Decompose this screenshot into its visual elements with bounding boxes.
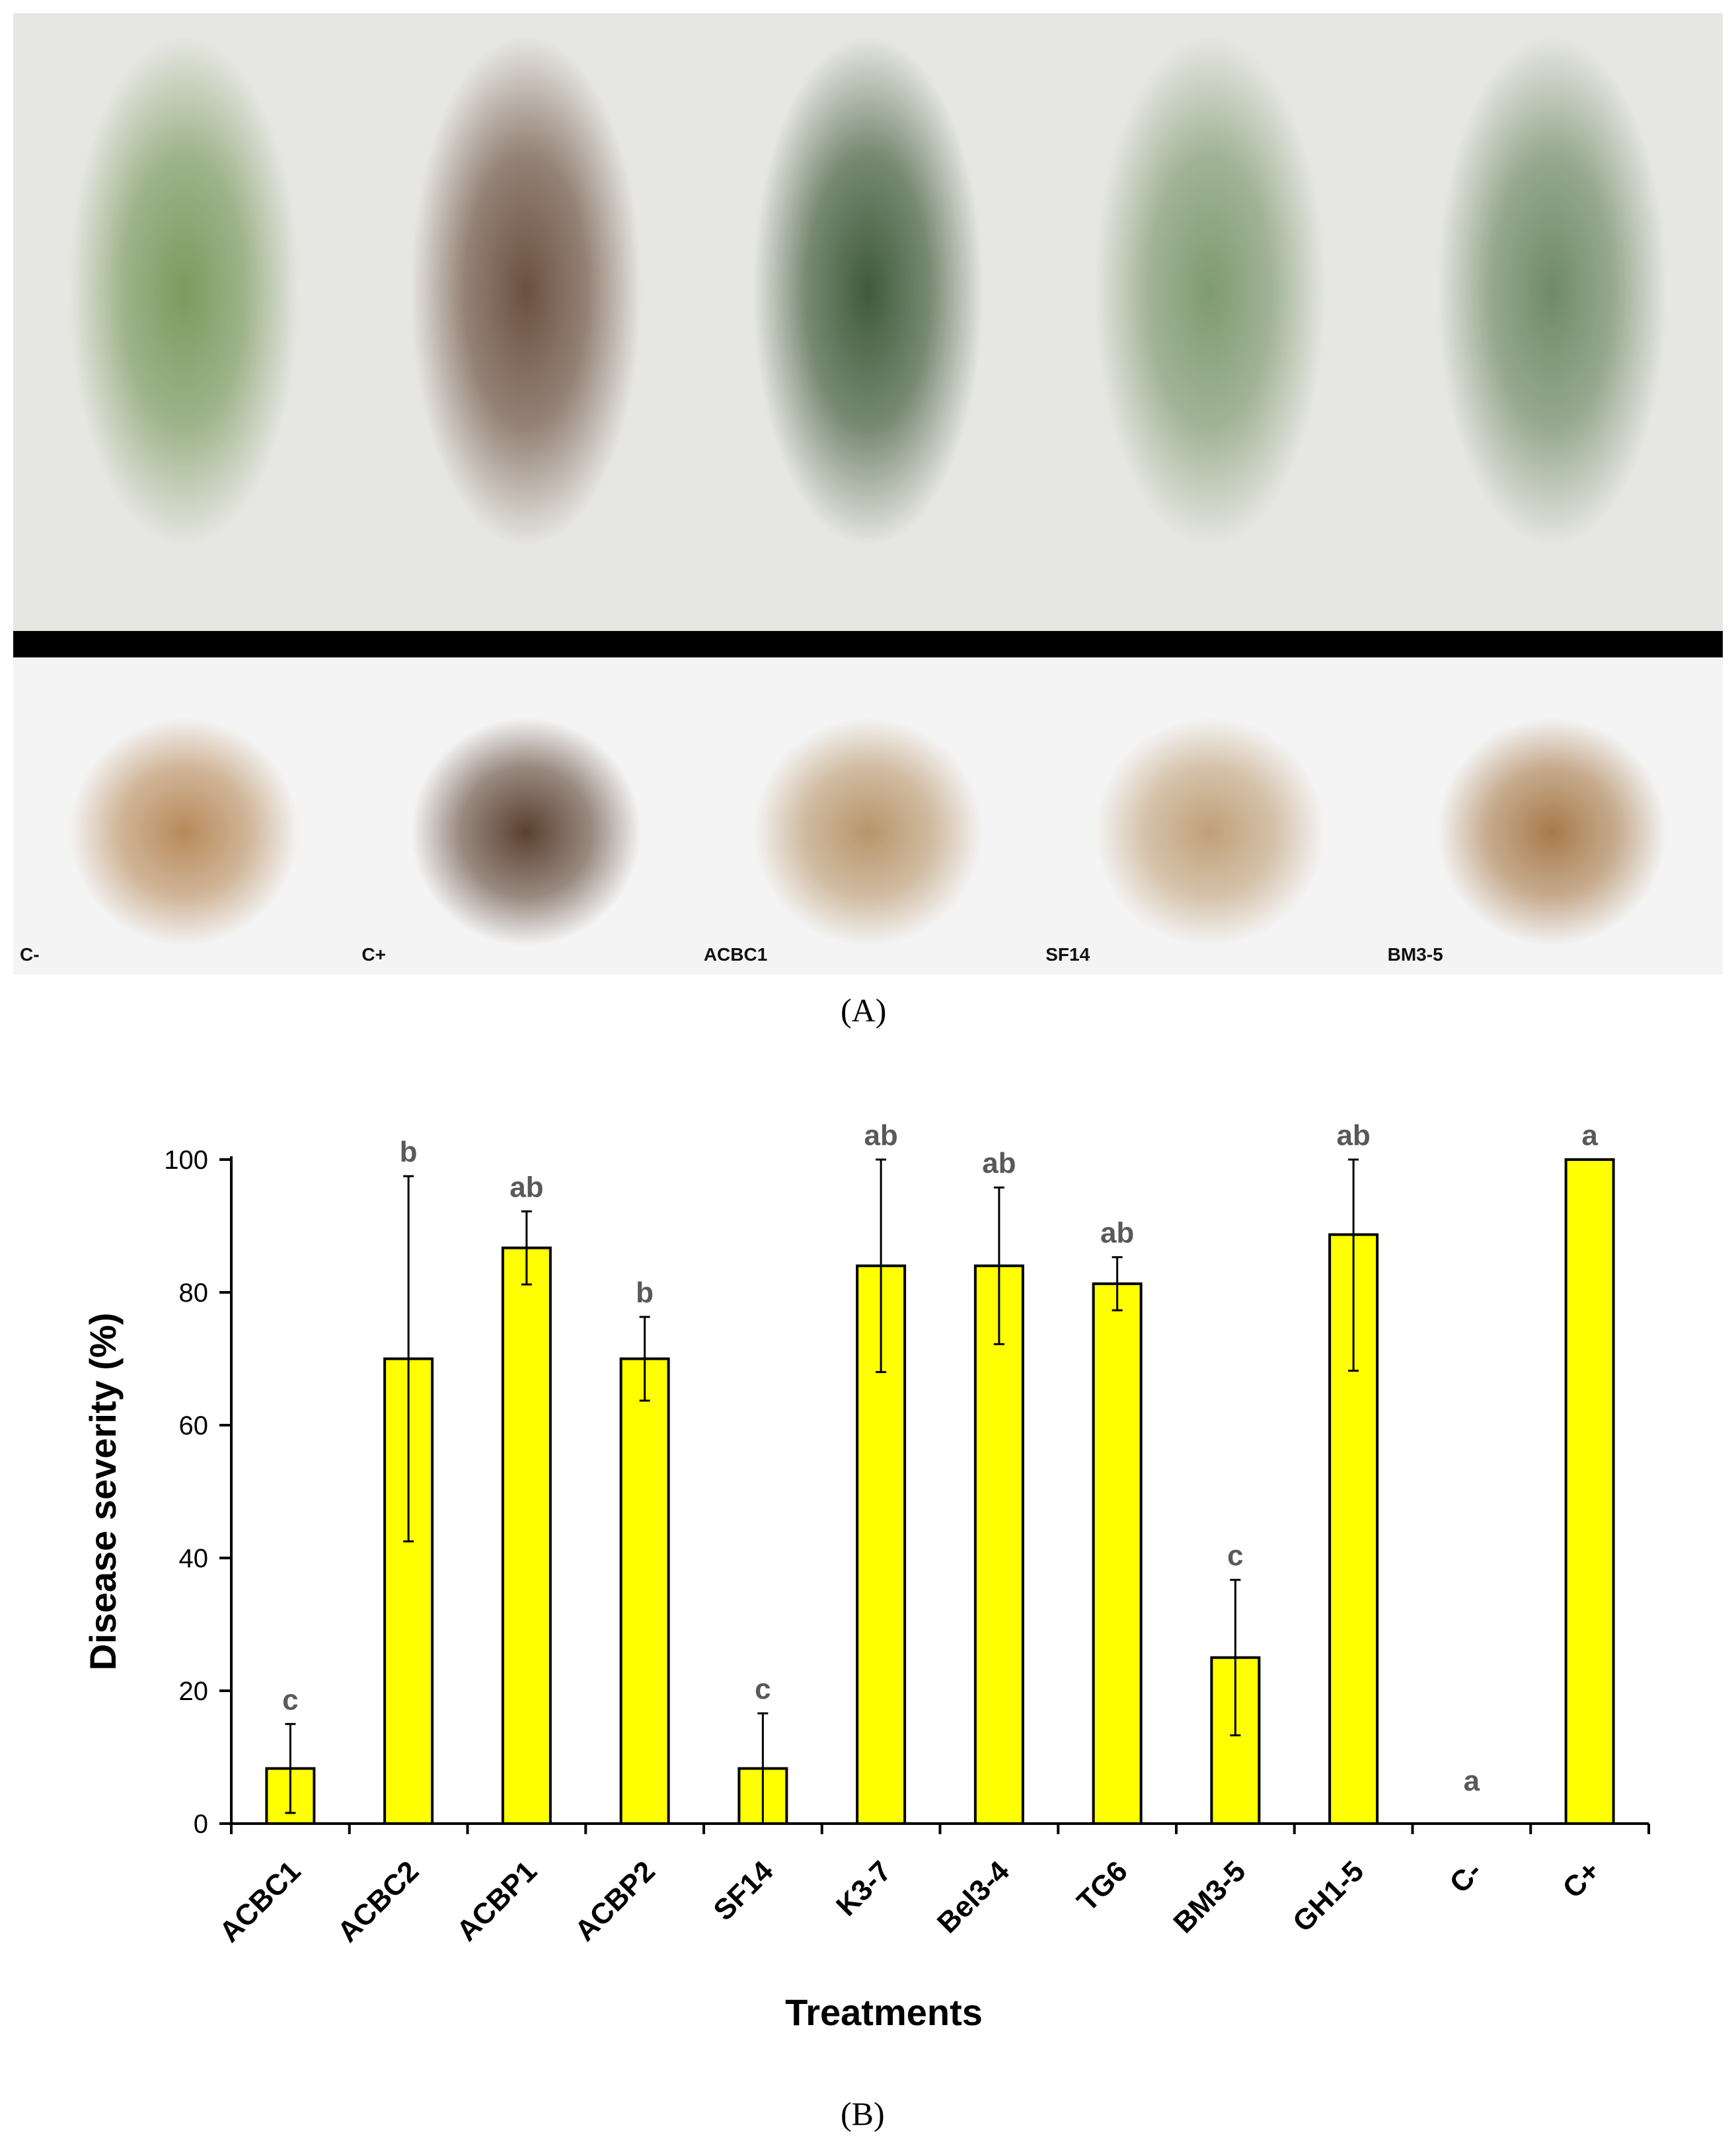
x-tick-label: Bel3-4 <box>931 1855 1016 1939</box>
shoot-photo <box>1380 13 1723 631</box>
y-tick-label: 80 <box>179 1278 209 1308</box>
shoot-photo-strip <box>13 13 1723 631</box>
y-tick-label: 60 <box>179 1411 209 1440</box>
significance-label: a <box>1464 1765 1480 1797</box>
x-tick-label: BM3-5 <box>1167 1855 1252 1939</box>
root-photo: ACBC1 <box>697 657 1039 975</box>
x-tick-label: TG6 <box>1071 1855 1134 1917</box>
bar <box>619 1357 670 1825</box>
significance-label: ab <box>1100 1217 1134 1249</box>
y-tick-label: 0 <box>194 1810 208 1839</box>
x-tick-label: ACBP2 <box>569 1855 661 1947</box>
photo-label: SF14 <box>1045 944 1090 965</box>
significance-label: c <box>282 1684 298 1716</box>
significance-label: a <box>1581 1119 1598 1152</box>
disease-severity-chart: 0 20 40 60 80 100 c ACBC1 b ACBC2 ab ACBP1 b ACBP2 c SF… <box>82 1119 1650 2033</box>
x-tick-label: K3-7 <box>830 1855 897 1922</box>
shoot-photo <box>355 13 697 631</box>
bar <box>1564 1158 1615 1825</box>
photo-label: BM3-5 <box>1387 944 1443 965</box>
photo-divider <box>13 631 1723 657</box>
photo-label: C- <box>20 944 40 965</box>
root-photo: C- <box>13 657 356 975</box>
x-tick-label: GH1-5 <box>1287 1855 1370 1938</box>
photo-panel: C- C+ ACBC1 SF14 BM3-5 <box>13 13 1723 975</box>
x-tick-label: C- <box>1443 1855 1488 1899</box>
significance-label: ab <box>509 1171 543 1203</box>
significance-label: ab <box>1336 1119 1370 1152</box>
shoot-photo <box>13 13 356 631</box>
shoot-photo <box>1039 13 1381 631</box>
panel-a-caption: (A) <box>841 992 887 1029</box>
x-tick-label: ACBC2 <box>331 1855 425 1948</box>
bar <box>856 1264 907 1825</box>
photo-label: ACBC1 <box>703 944 768 965</box>
x-tick-label: SF14 <box>707 1855 779 1927</box>
bar <box>973 1264 1024 1825</box>
bar <box>501 1246 552 1826</box>
significance-label: b <box>636 1277 654 1309</box>
root-photo: BM3-5 <box>1380 657 1723 975</box>
shoot-photo <box>697 13 1039 631</box>
significance-label: ab <box>864 1119 897 1152</box>
y-axis-title: Disease severity (%) <box>82 1313 124 1671</box>
root-photo: SF14 <box>1039 657 1381 975</box>
photo-label: C+ <box>361 944 386 965</box>
root-photo: C+ <box>355 657 697 975</box>
y-tick-label: 20 <box>179 1677 209 1706</box>
root-photo-strip: C- C+ ACBC1 SF14 BM3-5 <box>13 657 1723 975</box>
x-tick-label: C+ <box>1556 1855 1606 1904</box>
panel-b-caption: (B) <box>841 2095 885 2132</box>
bar <box>1092 1282 1143 1825</box>
y-tick-label: 40 <box>179 1544 209 1573</box>
significance-label: ab <box>982 1147 1016 1179</box>
significance-label: c <box>755 1673 771 1705</box>
x-tick-label: ACBC1 <box>213 1855 307 1948</box>
y-tick-label: 100 <box>164 1146 208 1175</box>
x-axis-title: Treatments <box>785 1991 983 2033</box>
significance-label: b <box>400 1136 418 1168</box>
significance-label: c <box>1227 1539 1243 1572</box>
x-tick-label: ACBP1 <box>451 1855 543 1947</box>
